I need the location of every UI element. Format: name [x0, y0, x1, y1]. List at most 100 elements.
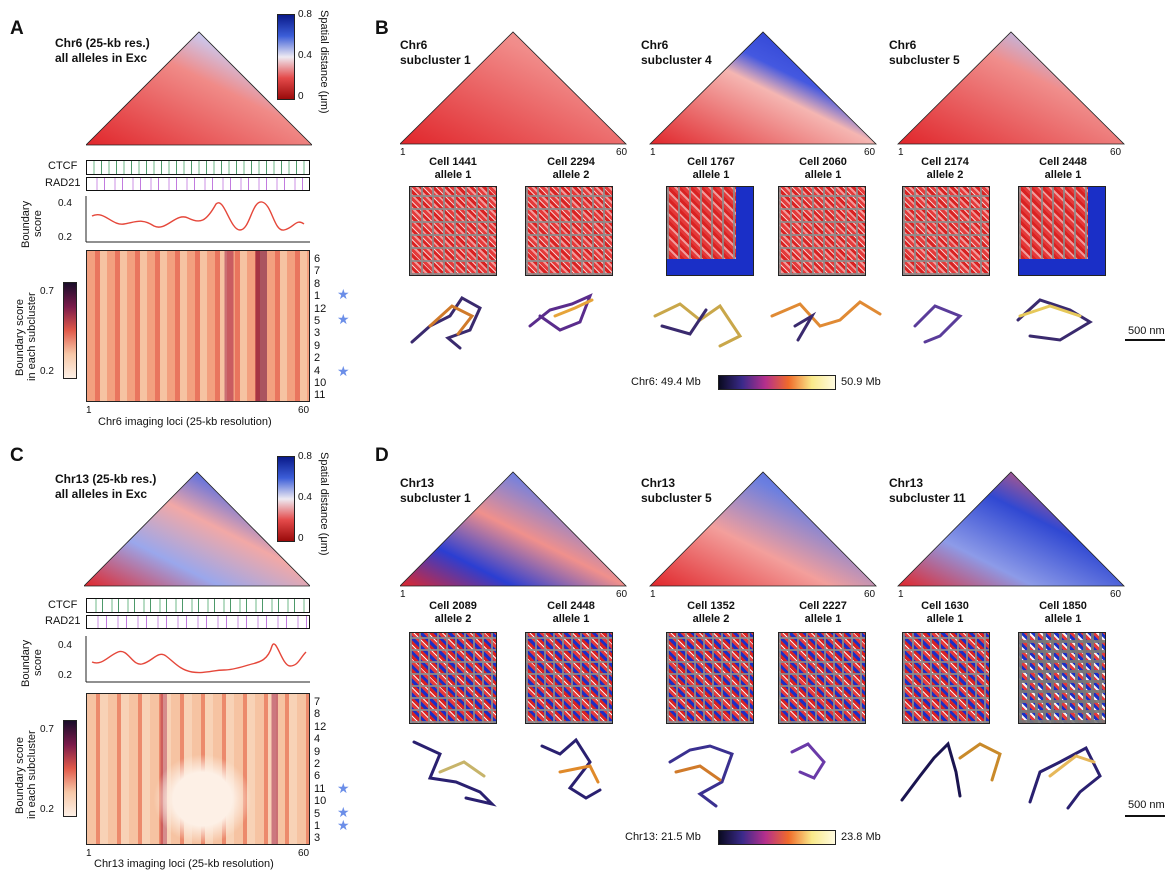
cell-matrix [778, 186, 866, 276]
panel-c-x-end: 60 [298, 848, 310, 859]
panel-a-cbar-tick-3: 0 [298, 91, 304, 102]
panel-b-cell-title: Cell 2060 allele 1 [799, 156, 847, 181]
panel-b-axis-end-3: 60 [1110, 147, 1122, 158]
panel-c-row-label: 7 [314, 696, 321, 708]
panel-a-triangle [86, 31, 312, 146]
panel-a-cbar-label: Spatial distance (μm) [318, 10, 330, 114]
panel-b-cell-title: Cell 2174 allele 2 [921, 156, 969, 181]
panel-c-heatmap [86, 693, 310, 845]
panel-d-axis-start-2: 1 [650, 589, 656, 600]
panel-c-title: Chr13 (25-kb res.) all alleles in Exc [55, 472, 157, 501]
cell-matrix [409, 186, 497, 276]
panel-c-cbar-tick-1: 0.8 [298, 451, 312, 462]
panel-a-x-end: 60 [298, 405, 310, 416]
panel-d-axis-end: 60 [616, 589, 628, 600]
panel-a-row-label: 11 [314, 389, 326, 402]
panel-c-row-label: 9 [314, 745, 321, 758]
panel-c-boundary-tick-1: 0.4 [58, 640, 72, 651]
panel-b-axis-start-2: 1 [650, 147, 656, 158]
star-icon: ★ [337, 817, 350, 833]
panel-b-triangles [400, 31, 1125, 145]
panel-a-boundary-tick-1: 0.4 [58, 198, 72, 209]
cell-matrix [1018, 186, 1106, 276]
panel-a-row-label: 4 [314, 364, 321, 377]
panel-d-cell-title: Cell 1352 allele 2 [687, 600, 735, 625]
star-icon: ★ [337, 311, 350, 327]
panel-a-row-label: 12 [314, 302, 327, 315]
panel-a-x-start: 1 [86, 405, 92, 416]
panel-c-colorbar [277, 456, 295, 542]
panel-a-row-label: 7 [314, 265, 321, 278]
cell-matrix [1018, 632, 1106, 724]
cell-matrix [778, 632, 866, 724]
panel-d-title-3: Chr13 subcluster 11 [889, 476, 966, 505]
panel-b-axis-start-3: 1 [898, 147, 904, 158]
panel-a-hm-cbar-tick-1: 0.7 [40, 286, 54, 297]
panel-label-d: D [375, 445, 389, 466]
panel-a-xlabel: Chr6 imaging loci (25-kb resolution) [98, 416, 272, 428]
panel-d-gradient-right: 23.8 Mb [841, 831, 881, 843]
panel-d-gradient-bar [718, 830, 836, 845]
panel-d-title-2: Chr13 subcluster 5 [641, 476, 712, 505]
panel-a-row-label: 6 [314, 253, 321, 265]
panel-d-axis-end-3: 60 [1110, 589, 1122, 600]
panel-c-row-label: 10 [314, 795, 327, 808]
panel-b-structures [410, 293, 1093, 350]
panel-c-row-label: 11 [314, 782, 326, 795]
star-icon: ★ [337, 286, 350, 302]
panel-d-axis-end-2: 60 [864, 589, 876, 600]
cell-matrix [902, 632, 990, 724]
panel-b-cell-title: Cell 2448 allele 1 [1039, 156, 1087, 181]
panel-c-x-start: 1 [86, 848, 92, 859]
panel-c-row-label: 1 [314, 820, 321, 833]
panel-a-ctcf-label: CTCF [48, 160, 78, 172]
panel-c-boundary-tick-2: 0.2 [58, 670, 72, 681]
panel-c-row-label: 4 [314, 733, 321, 746]
panel-b-axis-start: 1 [400, 147, 406, 158]
panel-b-axis-end: 60 [616, 147, 628, 158]
panel-b-cell-title: Cell 1767 allele 1 [687, 156, 735, 181]
panel-c-rad21-label: RAD21 [45, 615, 81, 627]
panel-b-scalebar-label: 500 nm [1128, 325, 1165, 337]
panel-a-heatmap [86, 250, 310, 402]
panel-a-cbar-tick-2: 0.4 [298, 50, 312, 61]
panel-c-row-label: 8 [314, 708, 321, 721]
panel-c-rad21-track [86, 615, 310, 629]
panel-b-title-3: Chr6 subcluster 5 [889, 38, 960, 67]
cell-matrix [666, 632, 754, 724]
panel-label-c: C [10, 445, 24, 466]
panel-d-triangles [400, 471, 1125, 587]
panel-a-row-label: 1 [314, 290, 321, 303]
panel-c-ctcf-label: CTCF [48, 599, 78, 611]
panel-a-row-label: 8 [314, 277, 321, 290]
panel-a-row-label: 9 [314, 339, 321, 352]
panel-a-title: Chr6 (25-kb res.) all alleles in Exc [55, 36, 150, 65]
panel-a-boundary-tick-2: 0.2 [58, 232, 72, 243]
star-icon: ★ [337, 804, 350, 820]
panel-a-row-label: 5 [314, 315, 321, 328]
panel-c-cbar-tick-2: 0.4 [298, 492, 312, 503]
panel-label-a: A [10, 18, 24, 39]
cell-matrix [902, 186, 990, 276]
panel-c-hm-cbar-tick-1: 0.7 [40, 724, 54, 735]
panel-c-hm-cbar-label: Boundary score in each subcluster [14, 730, 38, 820]
panel-a-hm-cbar-tick-2: 0.2 [40, 366, 54, 377]
panel-d-axis-start-3: 1 [898, 589, 904, 600]
panel-a-hm-colorbar [63, 282, 77, 379]
panel-a-boundary-plot [85, 196, 310, 243]
panel-a-hm-cbar-label: Boundary score in each subcluster [14, 292, 38, 382]
panel-label-b: B [375, 18, 389, 39]
panel-b-title-2: Chr6 subcluster 4 [641, 38, 712, 67]
cell-matrix [525, 632, 613, 724]
panel-b-gradient-bar [718, 375, 836, 390]
panel-a-ctcf-track [86, 160, 310, 175]
panel-d-structures [412, 737, 1102, 810]
panel-c-ctcf-track [86, 598, 310, 613]
panel-c-hm-rows: 7 8 12 4 9 2 6 11 10 5 1 3 [314, 696, 334, 845]
panel-d-cell-title: Cell 1630 allele 1 [921, 600, 969, 625]
panel-c-row-label: 12 [314, 720, 327, 733]
panel-c-triangle [84, 471, 310, 587]
cell-matrix [409, 632, 497, 724]
panel-b-gradient-left: Chr6: 49.4 Mb [631, 376, 701, 388]
panel-c-boundary-plot [85, 636, 310, 683]
